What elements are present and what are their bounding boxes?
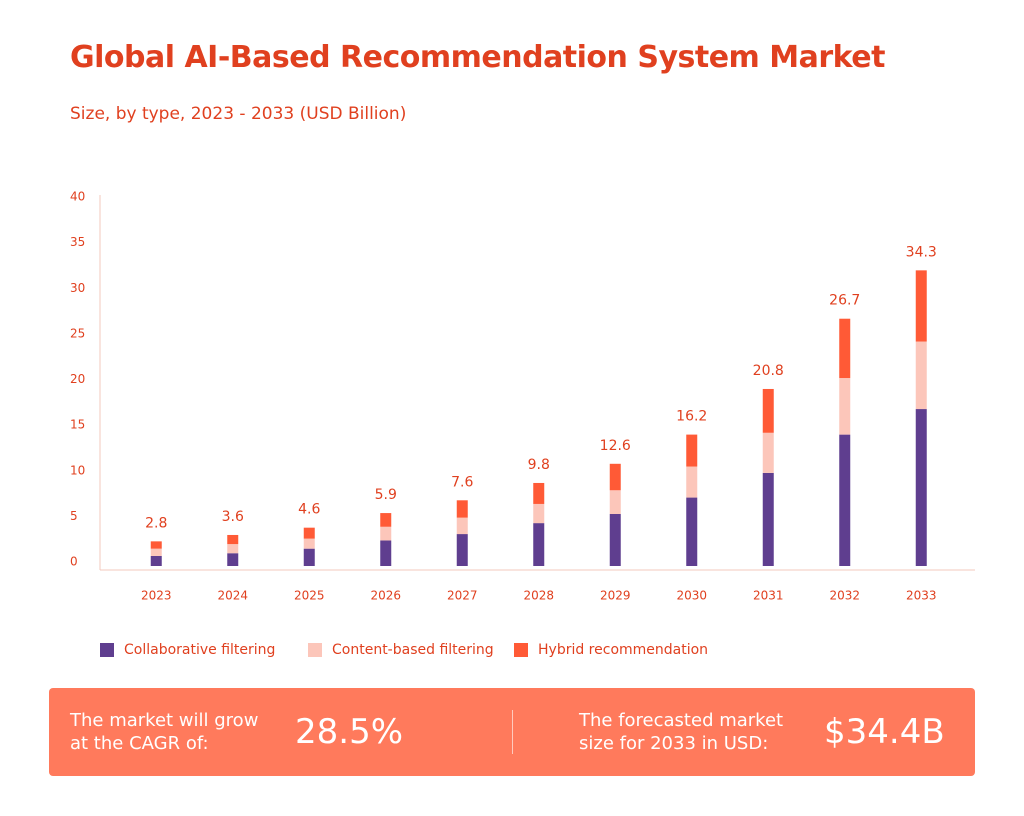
bar-segment: [686, 466, 698, 498]
total-label: 4.6: [298, 502, 320, 518]
callout-text: The forecasted market size for 2033 in U…: [579, 710, 784, 754]
x-tick-label: 2033: [906, 589, 937, 603]
legend-label: Collaborative filtering: [124, 642, 275, 658]
total-label: 12.6: [600, 438, 631, 454]
y-tick-label: 40: [70, 190, 85, 204]
bar-segment: [762, 432, 774, 473]
bar-segment: [150, 541, 162, 549]
bar-segment: [762, 388, 774, 433]
bar-segment: [915, 270, 927, 342]
bar-segment: [456, 517, 468, 535]
banner: The market will grow at the CAGR of: 28.…: [49, 688, 975, 776]
bar-segment: [303, 527, 315, 539]
legend-label: Hybrid recommendation: [538, 642, 708, 658]
legend-swatch: [308, 643, 322, 657]
bar-segment: [686, 497, 698, 566]
y-tick-label: 10: [70, 463, 85, 477]
bar-segment: [533, 523, 545, 566]
bar-segment: [456, 500, 468, 518]
y-tick-label: 30: [70, 281, 85, 295]
bar-segment: [227, 553, 239, 566]
total-label: 5.9: [375, 487, 397, 503]
bar-segment: [609, 463, 621, 491]
x-tick-label: 2032: [829, 589, 860, 603]
bar-segment: [227, 544, 239, 554]
y-tick-label: 5: [70, 509, 78, 523]
x-tick-label: 2024: [217, 589, 248, 603]
callout-text: The market will grow at the CAGR of:: [70, 710, 259, 754]
chart-title: Global AI-Based Recommendation System Ma…: [70, 40, 885, 75]
total-label: 20.8: [753, 363, 784, 379]
bar-segment: [609, 490, 621, 514]
x-tick-label: 2030: [676, 589, 707, 603]
total-label: 2.8: [145, 515, 167, 531]
legend-swatch: [514, 643, 528, 657]
bar-segment: [915, 341, 927, 410]
x-tick-label: 2031: [753, 589, 784, 603]
total-label: 26.7: [829, 293, 860, 309]
bar-segment: [227, 534, 239, 545]
bar-segment: [762, 472, 774, 566]
total-label: 3.6: [222, 509, 244, 525]
y-tick-label: 20: [70, 372, 85, 386]
y-tick-label: 15: [70, 418, 85, 432]
legend-swatch: [100, 643, 114, 657]
total-label: 16.2: [676, 409, 707, 425]
bar-segment: [609, 513, 621, 566]
bar-segment: [303, 538, 315, 549]
y-tick-label: 25: [70, 326, 85, 340]
bar-segment: [915, 409, 927, 566]
bar-segment: [456, 534, 468, 566]
y-tick-label: 35: [70, 235, 85, 249]
x-tick-label: 2023: [141, 589, 172, 603]
x-tick-label: 2027: [447, 589, 478, 603]
bar-segment: [380, 526, 392, 541]
bar-segment: [686, 434, 698, 467]
bar-segment: [533, 503, 545, 524]
bar-segment: [533, 482, 545, 504]
total-label: 7.6: [451, 474, 473, 490]
bar-segment: [303, 548, 315, 566]
bar-segment: [380, 513, 392, 527]
x-tick-label: 2029: [600, 589, 631, 603]
total-label: 9.8: [528, 457, 550, 473]
callout-value: $34.4B: [824, 712, 945, 752]
chart-subtitle: Size, by type, 2023 - 2033 (USD Billion): [70, 104, 407, 124]
y-tick-label: 0: [70, 555, 78, 569]
bar-segment: [150, 548, 162, 556]
legend-label: Content-based filtering: [332, 642, 494, 658]
total-label: 34.3: [906, 244, 937, 260]
bar-segment: [839, 318, 851, 379]
x-tick-label: 2025: [294, 589, 325, 603]
bar-segment: [150, 555, 162, 566]
bar-segment: [380, 540, 392, 566]
callout-value: 28.5%: [295, 712, 404, 752]
bar-segment: [839, 434, 851, 566]
x-tick-label: 2026: [370, 589, 401, 603]
x-tick-label: 2028: [523, 589, 554, 603]
divider: [512, 710, 513, 754]
bar-segment: [839, 378, 851, 435]
